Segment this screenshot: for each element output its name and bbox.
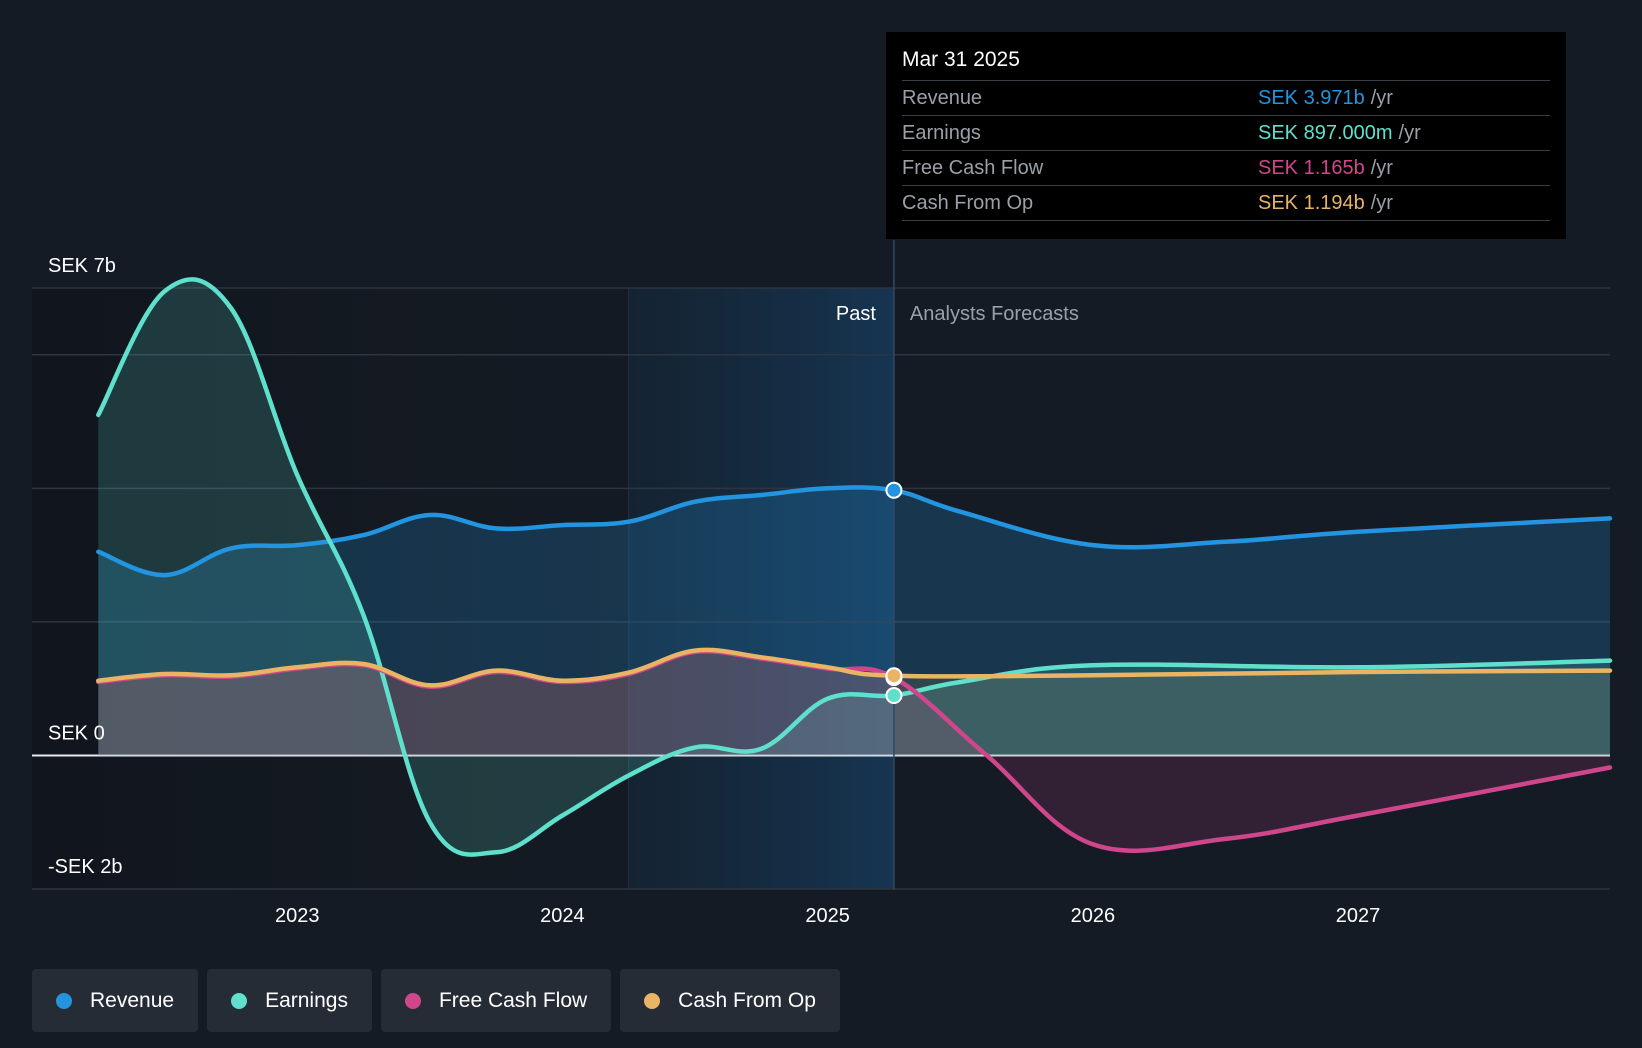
tooltip-row-cfo: Cash From Op SEK 1.194b /yr	[902, 186, 1550, 221]
y-axis-label: SEK 0	[48, 722, 105, 744]
tooltip-row-unit: /yr	[1370, 87, 1393, 109]
tooltip-row-unit: /yr	[1370, 157, 1393, 179]
x-axis-tick-label: 2027	[1336, 905, 1381, 927]
series-line-cfo[interactable]	[96, 647, 1613, 688]
area-fcf	[98, 651, 1610, 851]
legend-item-free-cash-flow[interactable]: Free Cash Flow	[380, 969, 612, 1032]
past-highlight-band	[628, 288, 894, 889]
free-cash-flow-dot-icon	[404, 992, 421, 1009]
legend-label: Revenue	[90, 988, 175, 1012]
tooltip-row-revenue: Revenue SEK 3.971b /yr	[902, 81, 1550, 116]
legend-label: Earnings	[265, 988, 348, 1012]
area-revenue	[98, 487, 1610, 756]
x-axis-tick-label: 2023	[275, 905, 320, 927]
series-line-revenue[interactable]	[96, 485, 1613, 578]
tooltip-row-label: Free Cash Flow	[902, 157, 1044, 179]
legend-item-revenue[interactable]: Revenue	[32, 969, 199, 1032]
tooltip-row-unit: /yr	[1370, 192, 1393, 214]
legend-item-cash-from-op[interactable]: Cash From Op	[620, 969, 840, 1032]
tooltip: Mar 31 2025 Revenue SEK 3.971b /yr Earni…	[886, 32, 1566, 239]
forecast-label: Analysts Forecasts	[910, 303, 1079, 325]
past-label: Past	[836, 303, 876, 325]
earnings-dot-icon	[231, 992, 248, 1009]
tooltip-row-unit: /yr	[1398, 122, 1421, 144]
tooltip-row-earnings: Earnings SEK 897.000m /yr	[902, 116, 1550, 151]
tooltip-row-fcf: Free Cash Flow SEK 1.165b /yr	[902, 151, 1550, 186]
tooltip-row-label: Cash From Op	[902, 192, 1034, 214]
cash-from-op-dot-icon	[644, 992, 661, 1009]
marker-earnings[interactable]	[885, 687, 903, 705]
tooltip-row-label: Revenue	[902, 87, 983, 109]
tooltip-row-label: Earnings	[902, 122, 981, 144]
x-axis-tick-label: 2024	[540, 905, 585, 927]
marker-revenue[interactable]	[885, 481, 903, 499]
y-axis-label: SEK 7b	[48, 255, 116, 277]
marker-cfo[interactable]	[885, 667, 903, 685]
revenue-dot-icon	[56, 992, 72, 1009]
tooltip-row-value: SEK 1.165b	[1258, 157, 1365, 179]
tooltip-date: Mar 31 2025	[902, 46, 1550, 81]
legend-label: Free Cash Flow	[438, 988, 588, 1012]
x-axis-tick-label: 2025	[805, 905, 850, 927]
tooltip-row-value: SEK 3.971b	[1258, 87, 1365, 109]
area-earnings	[98, 279, 1610, 855]
legend-label: Cash From Op	[678, 988, 816, 1012]
tooltip-row-value: SEK 897.000m	[1258, 122, 1393, 144]
x-axis-tick-label: 2026	[1071, 905, 1116, 927]
tooltip-row-value: SEK 1.194b	[1258, 192, 1365, 214]
y-axis-label: -SEK 2b	[48, 856, 122, 878]
legend-item-earnings[interactable]: Earnings	[207, 969, 372, 1032]
legend: Revenue Earnings Free Cash Flow Cash Fro…	[32, 969, 840, 1032]
series-line-earnings[interactable]	[96, 277, 1613, 857]
